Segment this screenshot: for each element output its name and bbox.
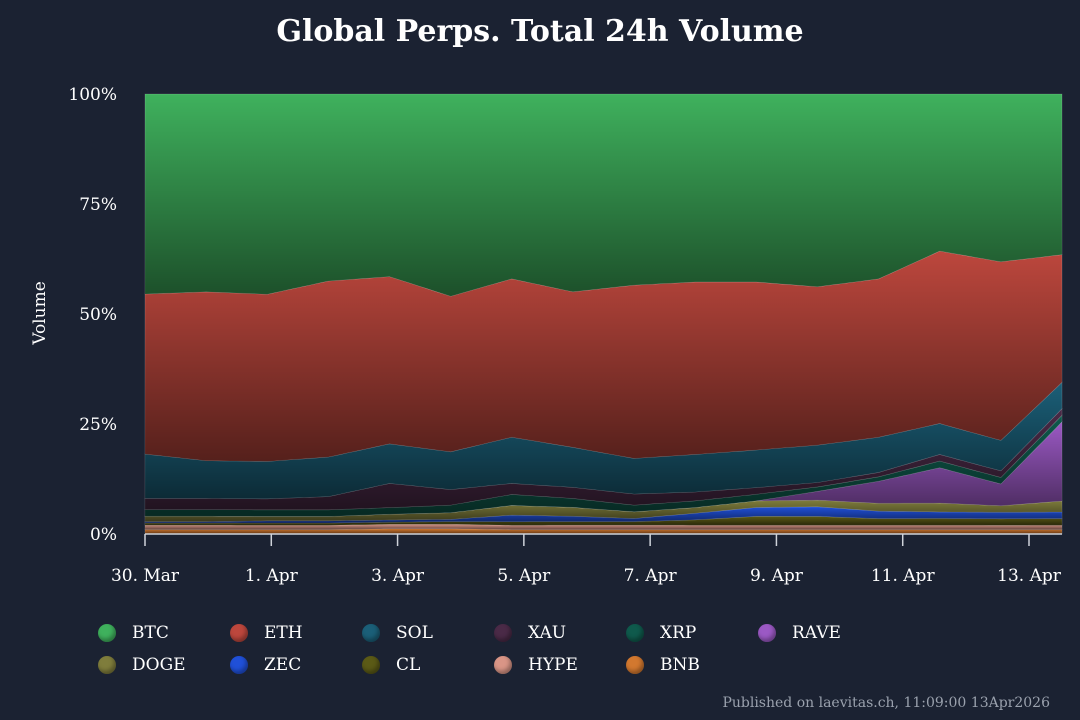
legend-swatch <box>362 624 380 642</box>
published-footer: Published on laevitas.ch, 11:09:00 13Apr… <box>722 695 1050 711</box>
chart-title: Global Perps. Total 24h Volume <box>276 14 804 49</box>
y-tick-label: 0% <box>90 525 117 545</box>
legend-swatch <box>230 624 248 642</box>
y-tick-label: 100% <box>68 85 117 105</box>
legend-label: CL <box>396 655 421 675</box>
legend-swatch <box>626 624 644 642</box>
series-area-zec <box>144 506 1063 524</box>
y-tick-label: 75% <box>79 195 117 215</box>
legend-item-xrp[interactable]: XRP <box>626 622 758 644</box>
legend-label: BNB <box>660 655 700 675</box>
x-tick-label: 1. Apr <box>245 566 299 586</box>
legend-label: RAVE <box>792 623 841 643</box>
x-tick-label: 30. Mar <box>111 566 180 586</box>
legend-item-hype[interactable]: HYPE <box>494 654 626 676</box>
legend-label: DOGE <box>132 655 186 675</box>
series-area-hype <box>144 523 1063 530</box>
legend: BTC ETH SOL XAU XRP RAVE DOGE ZEC CL HYPE BNB <box>98 622 1018 676</box>
legend-label: XRP <box>660 623 697 643</box>
series-area-btc <box>144 93 1063 297</box>
legend-label: HYPE <box>528 655 578 675</box>
legend-item-eth[interactable]: ETH <box>230 622 362 644</box>
legend-swatch <box>758 624 776 642</box>
legend-item-rave[interactable]: RAVE <box>758 622 890 644</box>
x-tick-label: 3. Apr <box>371 566 425 586</box>
series-area-eth <box>144 250 1063 462</box>
y-tick-label: 50% <box>79 305 117 325</box>
legend-label: ZEC <box>264 655 302 675</box>
x-tick-label: 5. Apr <box>497 566 551 586</box>
legend-label: XAU <box>528 623 567 643</box>
x-tick-label: 11. Apr <box>871 566 936 586</box>
legend-label: ETH <box>264 623 303 643</box>
legend-swatch <box>626 656 644 674</box>
legend-item-cl[interactable]: CL <box>362 654 494 676</box>
legend-item-zec[interactable]: ZEC <box>230 654 362 676</box>
x-tick-label: 7. Apr <box>624 566 678 586</box>
legend-item-bnb[interactable]: BNB <box>626 654 758 676</box>
legend-item-sol[interactable]: SOL <box>362 622 494 644</box>
legend-item-xau[interactable]: XAU <box>494 622 626 644</box>
legend-swatch <box>230 656 248 674</box>
legend-swatch <box>98 656 116 674</box>
x-tick-label: 9. Apr <box>750 566 804 586</box>
legend-label: SOL <box>396 623 433 643</box>
legend-label: BTC <box>132 623 169 643</box>
series-areas <box>144 93 1063 535</box>
y-tick-label: 25% <box>79 415 117 435</box>
series-area-doge <box>144 499 1063 522</box>
legend-item-doge[interactable]: DOGE <box>98 654 230 676</box>
x-tick-label: 13. Apr <box>997 566 1062 586</box>
axes: 0% 25% 50% 75% 100% 30. Mar 1. Apr 3. Apr 5. Apr… <box>68 85 1062 586</box>
legend-swatch <box>494 656 512 674</box>
legend-swatch <box>362 656 380 674</box>
legend-swatch <box>494 624 512 642</box>
legend-item-btc[interactable]: BTC <box>98 622 230 644</box>
legend-swatch <box>98 624 116 642</box>
